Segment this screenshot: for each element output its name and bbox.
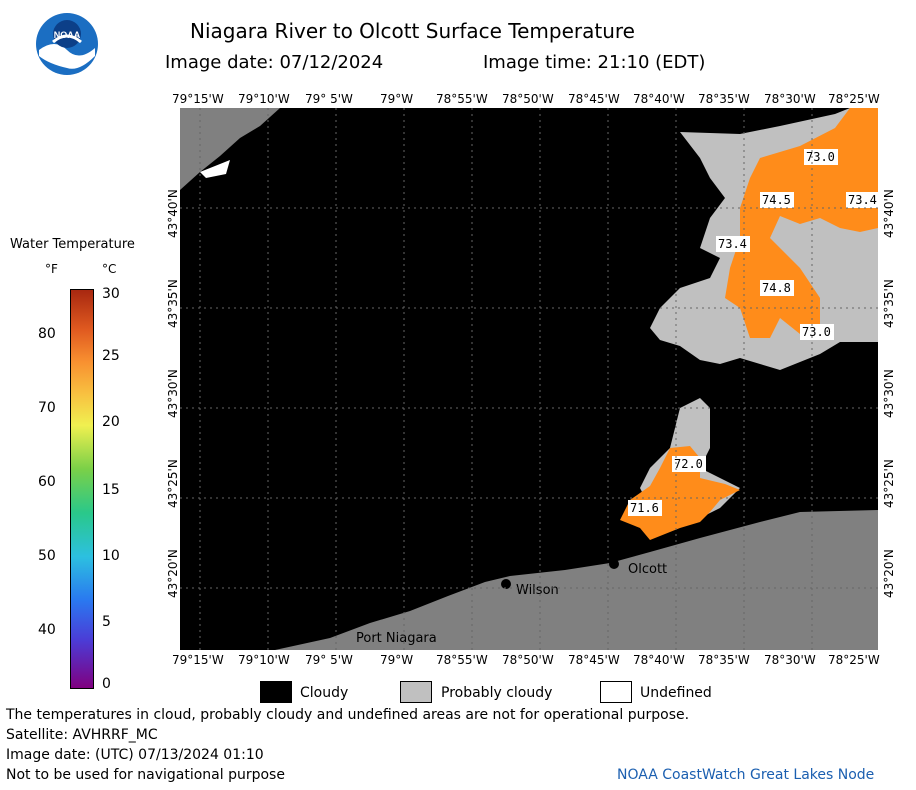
legend-swatch-undefined [600, 681, 632, 703]
olcott-marker [609, 559, 619, 569]
latitude-tick-label: 43°25'N [166, 459, 180, 508]
colorbar-c-tick: 5 [102, 614, 111, 630]
footer-nav-warning: Not to be used for navigational purpose [6, 767, 285, 783]
temp-label: 73.4 [848, 193, 877, 207]
latitude-tick-label: 43°35'N [882, 279, 896, 328]
longitude-tick-label: 79°10'W [238, 92, 290, 106]
place-label-port-niagara: Port Niagara [356, 631, 437, 646]
temp-label: 74.8 [762, 281, 791, 295]
latitude-tick-label: 43°35'N [166, 279, 180, 328]
colorbar-c-tick: 10 [102, 548, 120, 564]
legend-label-undefined: Undefined [640, 685, 712, 701]
longitude-tick-label: 78°45'W [568, 653, 620, 667]
latitude-tick-label: 43°40'N [882, 189, 896, 238]
temp-label: 73.0 [802, 325, 831, 339]
wilson-marker [501, 579, 511, 589]
map-svg: Olcott Wilson Port Niagara 73.0 74.5 73.… [180, 108, 878, 650]
temperature-map: Olcott Wilson Port Niagara 73.0 74.5 73.… [180, 108, 878, 650]
footer-utc-date: Image date: (UTC) 07/13/2024 01:10 [6, 747, 264, 763]
colorbar-f-tick: 60 [38, 474, 56, 490]
longitude-tick-label: 79° 5'W [305, 92, 353, 106]
footer-note: The temperatures in cloud, probably clou… [6, 707, 690, 723]
legend-label-cloudy: Cloudy [300, 685, 349, 701]
land-northwest [180, 108, 280, 190]
latitude-tick-label: 43°25'N [882, 459, 896, 508]
image-time: Image time: 21:10 (EDT) [483, 52, 706, 73]
longitude-tick-label: 78°40'W [633, 92, 685, 106]
longitude-tick-label: 79°10'W [238, 653, 290, 667]
longitude-tick-label: 78°30'W [764, 653, 816, 667]
footer-credit: NOAA CoastWatch Great Lakes Node [617, 767, 875, 783]
colorbar-c-tick: 30 [102, 286, 120, 302]
temp-label: 74.5 [762, 193, 791, 207]
longitude-tick-label: 78°30'W [764, 92, 816, 106]
longitude-tick-label: 78°50'W [502, 653, 554, 667]
latitude-tick-label: 43°20'N [166, 549, 180, 598]
image-date: Image date: 07/12/2024 [165, 52, 384, 73]
longitude-tick-label: 78°50'W [502, 92, 554, 106]
warm-water-southcentral [620, 446, 740, 540]
legend-swatch-cloudy [260, 681, 292, 703]
latitude-tick-label: 43°20'N [882, 549, 896, 598]
place-label-wilson: Wilson [516, 583, 559, 598]
legend-label-probably-cloudy: Probably cloudy [441, 685, 553, 701]
noaa-logo: NOAA [35, 12, 99, 76]
colorbar-f-tick: 80 [38, 326, 56, 342]
longitude-tick-label: 78°55'W [436, 653, 488, 667]
colorbar-c-tick: 25 [102, 348, 120, 364]
longitude-tick-label: 79°W [380, 92, 414, 106]
longitude-tick-label: 78°55'W [436, 92, 488, 106]
temp-label: 71.6 [630, 501, 659, 515]
place-label-olcott: Olcott [628, 562, 667, 577]
longitude-tick-label: 78°25'W [828, 653, 880, 667]
noaa-logo-text: NOAA [54, 30, 81, 40]
temp-label: 73.0 [806, 150, 835, 164]
colorbar-unit-f: °F [45, 262, 58, 276]
land-south [275, 510, 878, 650]
colorbar [70, 289, 94, 689]
longitude-tick-label: 79° 5'W [305, 653, 353, 667]
page-title: Niagara River to Olcott Surface Temperat… [190, 19, 635, 43]
latitude-tick-label: 43°30'N [882, 369, 896, 418]
temp-label: 73.4 [718, 237, 747, 251]
longitude-tick-label: 79°15'W [172, 653, 224, 667]
footer-satellite: Satellite: AVHRRF_MC [6, 727, 158, 743]
undefined-area [200, 160, 230, 178]
longitude-tick-label: 78°35'W [698, 92, 750, 106]
longitude-tick-label: 78°40'W [633, 653, 685, 667]
colorbar-c-tick: 15 [102, 482, 120, 498]
latitude-tick-label: 43°30'N [166, 369, 180, 418]
colorbar-f-tick: 50 [38, 548, 56, 564]
longitude-tick-label: 78°45'W [568, 92, 620, 106]
colorbar-c-tick: 20 [102, 414, 120, 430]
legend-swatch-probably-cloudy [400, 681, 432, 703]
longitude-tick-label: 79°15'W [172, 92, 224, 106]
colorbar-f-tick: 40 [38, 622, 56, 638]
latitude-tick-label: 43°40'N [166, 189, 180, 238]
temp-label: 72.0 [674, 457, 703, 471]
longitude-tick-label: 79°W [380, 653, 414, 667]
longitude-tick-label: 78°35'W [698, 653, 750, 667]
colorbar-c-tick: 0 [102, 676, 111, 692]
longitude-tick-label: 78°25'W [828, 92, 880, 106]
colorbar-unit-c: °C [102, 262, 117, 276]
colorbar-f-tick: 70 [38, 400, 56, 416]
colorbar-title: Water Temperature [10, 237, 135, 252]
